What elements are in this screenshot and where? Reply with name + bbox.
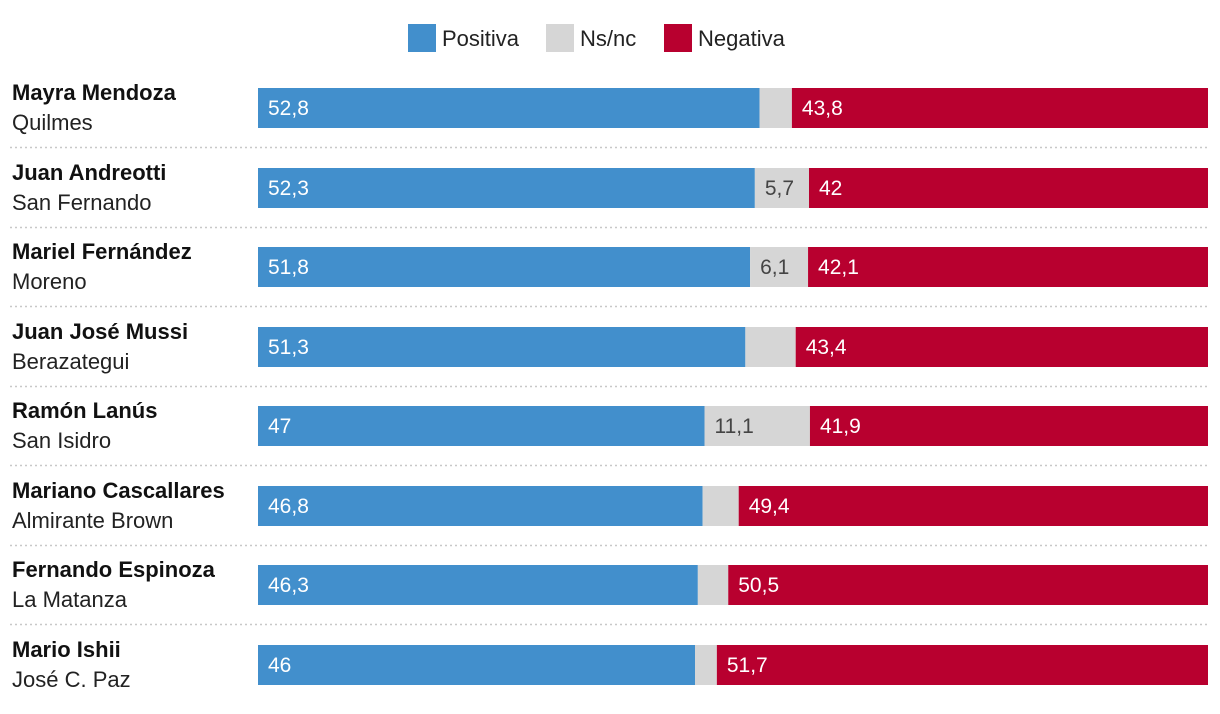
- legend-label-nsnc: Ns/nc: [580, 26, 636, 51]
- bar-segment-positiva: [258, 406, 705, 446]
- chart-row: Juan José Mussi Berazategui 51,3 43,4: [10, 319, 1208, 388]
- bar-segment-negativa: [809, 406, 1208, 446]
- bar-segment-negativa: [716, 645, 1208, 685]
- chart-row: Mayra Mendoza Quilmes 52,8 43,8: [10, 80, 1208, 149]
- row-place: San Isidro: [12, 428, 111, 453]
- bar-segment-nsnc: [754, 168, 809, 208]
- chart-row: Mario Ishii José C. Paz 46 51,7: [12, 637, 1208, 692]
- bar-segment-positiva: [258, 327, 746, 367]
- row-name: Juan José Mussi: [12, 319, 188, 344]
- row-name: Mayra Mendoza: [12, 80, 177, 105]
- legend-label-positiva: Positiva: [442, 26, 520, 51]
- data-label-nsnc: 6,1: [760, 256, 789, 279]
- data-label-nsnc: 11,1: [715, 415, 754, 438]
- legend-swatch-nsnc: [546, 24, 574, 52]
- row-name: Ramón Lanús: [12, 398, 157, 423]
- bar-segment-negativa: [791, 88, 1208, 128]
- data-label-negativa: 43,4: [806, 336, 847, 359]
- bar-segment-nsnc: [702, 486, 739, 526]
- data-label-positiva: 47: [268, 415, 291, 438]
- bar-segment-negativa: [809, 168, 1208, 208]
- data-label-positiva: 46,8: [268, 495, 309, 518]
- chart-row: Ramón Lanús San Isidro 47 11,1 41,9: [10, 398, 1208, 467]
- data-label-negativa: 42: [819, 177, 842, 200]
- data-label-nsnc: 5,7: [765, 177, 794, 200]
- bar-segment-negativa: [795, 327, 1208, 367]
- row-place: Quilmes: [12, 110, 93, 135]
- bar-segment-positiva: [258, 168, 755, 208]
- data-label-positiva: 52,3: [268, 177, 309, 200]
- data-label-positiva: 51,8: [268, 256, 309, 279]
- row-place: Almirante Brown: [12, 508, 173, 533]
- row-name: Juan Andreotti: [12, 160, 166, 185]
- bar-segment-nsnc: [704, 406, 810, 446]
- data-label-negativa: 51,7: [727, 654, 768, 677]
- bar-segment-negativa: [728, 565, 1208, 605]
- row-name: Fernando Espinoza: [12, 557, 216, 582]
- data-label-positiva: 52,8: [268, 97, 309, 120]
- bar-segment-positiva: [258, 247, 751, 287]
- chart-row: Fernando Espinoza La Matanza 46,3 50,5: [10, 557, 1208, 626]
- data-label-negativa: 41,9: [820, 415, 861, 438]
- bar-segment-nsnc: [745, 327, 796, 367]
- row-place: Berazategui: [12, 349, 129, 374]
- row-place: José C. Paz: [12, 667, 131, 692]
- data-label-negativa: 49,4: [749, 495, 790, 518]
- legend-swatch-negativa: [664, 24, 692, 52]
- row-place: La Matanza: [12, 587, 128, 612]
- bar-segment-positiva: [258, 486, 703, 526]
- chart-rows: Mayra Mendoza Quilmes 52,8 43,8 Juan Andreot…: [10, 80, 1208, 692]
- bar-segment-negativa: [808, 247, 1208, 287]
- data-label-positiva: 46,3: [268, 574, 309, 597]
- bar-segment-nsnc: [759, 88, 792, 128]
- bar-segment-positiva: [258, 88, 760, 128]
- bar-segment-nsnc: [697, 565, 729, 605]
- row-name: Mariel Fernández: [12, 239, 192, 264]
- row-name: Mario Ishii: [12, 637, 121, 662]
- data-label-positiva: 46: [268, 654, 291, 677]
- bar-segment-positiva: [258, 645, 695, 685]
- legend-swatch-positiva: [408, 24, 436, 52]
- bar-segment-positiva: [258, 565, 698, 605]
- bar-segment-negativa: [738, 486, 1208, 526]
- data-label-negativa: 42,1: [818, 256, 859, 279]
- data-label-negativa: 50,5: [738, 574, 779, 597]
- legend-label-negativa: Negativa: [698, 26, 786, 51]
- row-place: San Fernando: [12, 190, 151, 215]
- data-label-negativa: 43,8: [802, 97, 843, 120]
- bar-segment-nsnc: [750, 247, 809, 287]
- chart-row: Juan Andreotti San Fernando 52,3 5,7 42: [10, 160, 1208, 229]
- legend: Positiva Ns/nc Negativa: [408, 24, 786, 52]
- data-label-positiva: 51,3: [268, 336, 309, 359]
- row-place: Moreno: [12, 269, 87, 294]
- chart-row: Mariel Fernández Moreno 51,8 6,1 42,1: [10, 239, 1208, 308]
- bar-segment-nsnc: [695, 645, 717, 685]
- row-name: Mariano Cascallares: [12, 478, 225, 503]
- chart-row: Mariano Cascallares Almirante Brown 46,8 49…: [10, 478, 1208, 547]
